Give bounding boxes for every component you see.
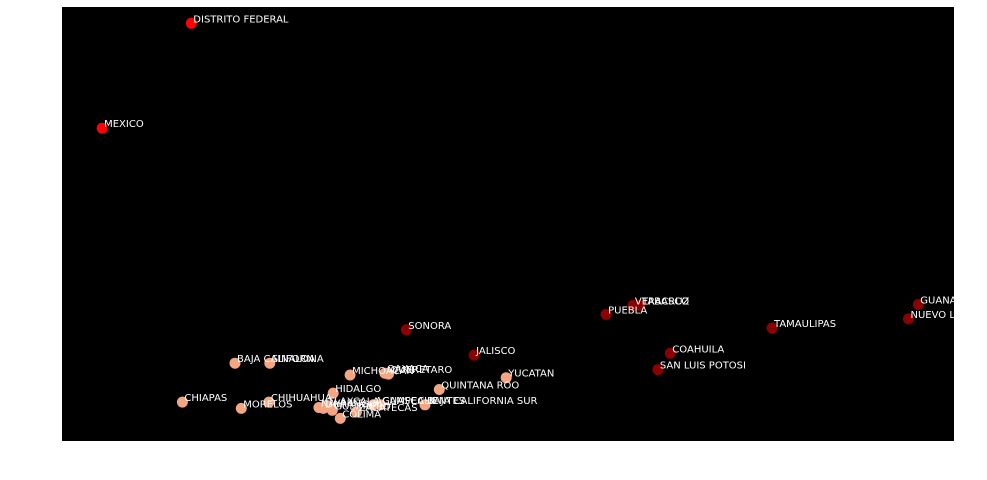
point-label: ZACATECAS (358, 403, 417, 414)
point-label: TABASCO (641, 296, 689, 307)
data-point (652, 364, 664, 376)
point-label: DISTRITO FEDERAL (193, 14, 289, 25)
point-label: SONORA (408, 321, 451, 332)
data-point (326, 404, 338, 416)
point-label: OAXACA (387, 364, 429, 375)
point-label: BAJA CALIFORNIA (237, 354, 324, 365)
data-point (634, 299, 646, 311)
data-point (96, 122, 108, 134)
point-label: CAMPECHE (382, 396, 438, 407)
plot-area (62, 7, 954, 441)
data-point (419, 399, 431, 411)
point-label: SINALOA (272, 354, 316, 365)
data-point (903, 313, 914, 325)
data-point (344, 369, 356, 381)
data-point (176, 396, 188, 408)
data-point (664, 347, 676, 359)
point-label: HIDALGO (335, 384, 381, 395)
point-label: BAJA CALIFORNIA SUR (427, 396, 538, 407)
data-point (500, 372, 512, 384)
data-point (327, 387, 339, 399)
data-point (350, 406, 362, 418)
point-label: TAMAULIPAS (773, 319, 836, 330)
point-label: TLAXCALA (327, 397, 379, 408)
point-label: COAHUILA (672, 344, 724, 355)
point-label: NAYARIT (321, 399, 364, 410)
point-label: PUEBLA (608, 305, 647, 316)
data-point (374, 399, 386, 411)
data-point (600, 308, 612, 320)
data-point (468, 349, 480, 361)
point-label: DURANGO (325, 399, 377, 410)
data-point (229, 357, 241, 369)
point-label: GUANAJUATO (920, 296, 987, 307)
data-point (400, 324, 412, 336)
point-label: QUINTANA ROO (441, 381, 519, 392)
point-label: COLIMA (342, 409, 381, 420)
data-point (766, 322, 778, 334)
points-layer (96, 17, 924, 424)
point-label: SAN LUIS POTOSI (660, 361, 746, 372)
data-point (317, 402, 329, 414)
data-point (383, 368, 394, 380)
point-label: YUCATAN (507, 369, 554, 380)
data-point (235, 402, 247, 414)
data-point (185, 17, 197, 29)
point-label: CHIAPAS (184, 393, 227, 404)
point-label: MORELOS (243, 399, 292, 410)
data-point (912, 299, 924, 310)
data-point (263, 396, 275, 408)
data-point (264, 357, 276, 369)
point-label: AGUASCALIENTES (375, 396, 465, 407)
point-label: QUERETARO (391, 365, 453, 376)
point-label: JALISCO (475, 346, 515, 357)
point-label: NUEVO LEON (911, 310, 977, 321)
point-label: MEXICO (104, 119, 144, 130)
data-point (334, 412, 346, 424)
data-point (433, 384, 445, 395)
point-label: GUERRERO (334, 401, 391, 412)
labels-layer: DISTRITO FEDERAL MEXICO GUANAJUATO NUEVO LE… (104, 14, 987, 420)
point-label: CHIHUAHUA (271, 393, 332, 404)
point-label: VERACRUZ (635, 296, 689, 307)
point-label: MICHOACAN (352, 366, 414, 377)
